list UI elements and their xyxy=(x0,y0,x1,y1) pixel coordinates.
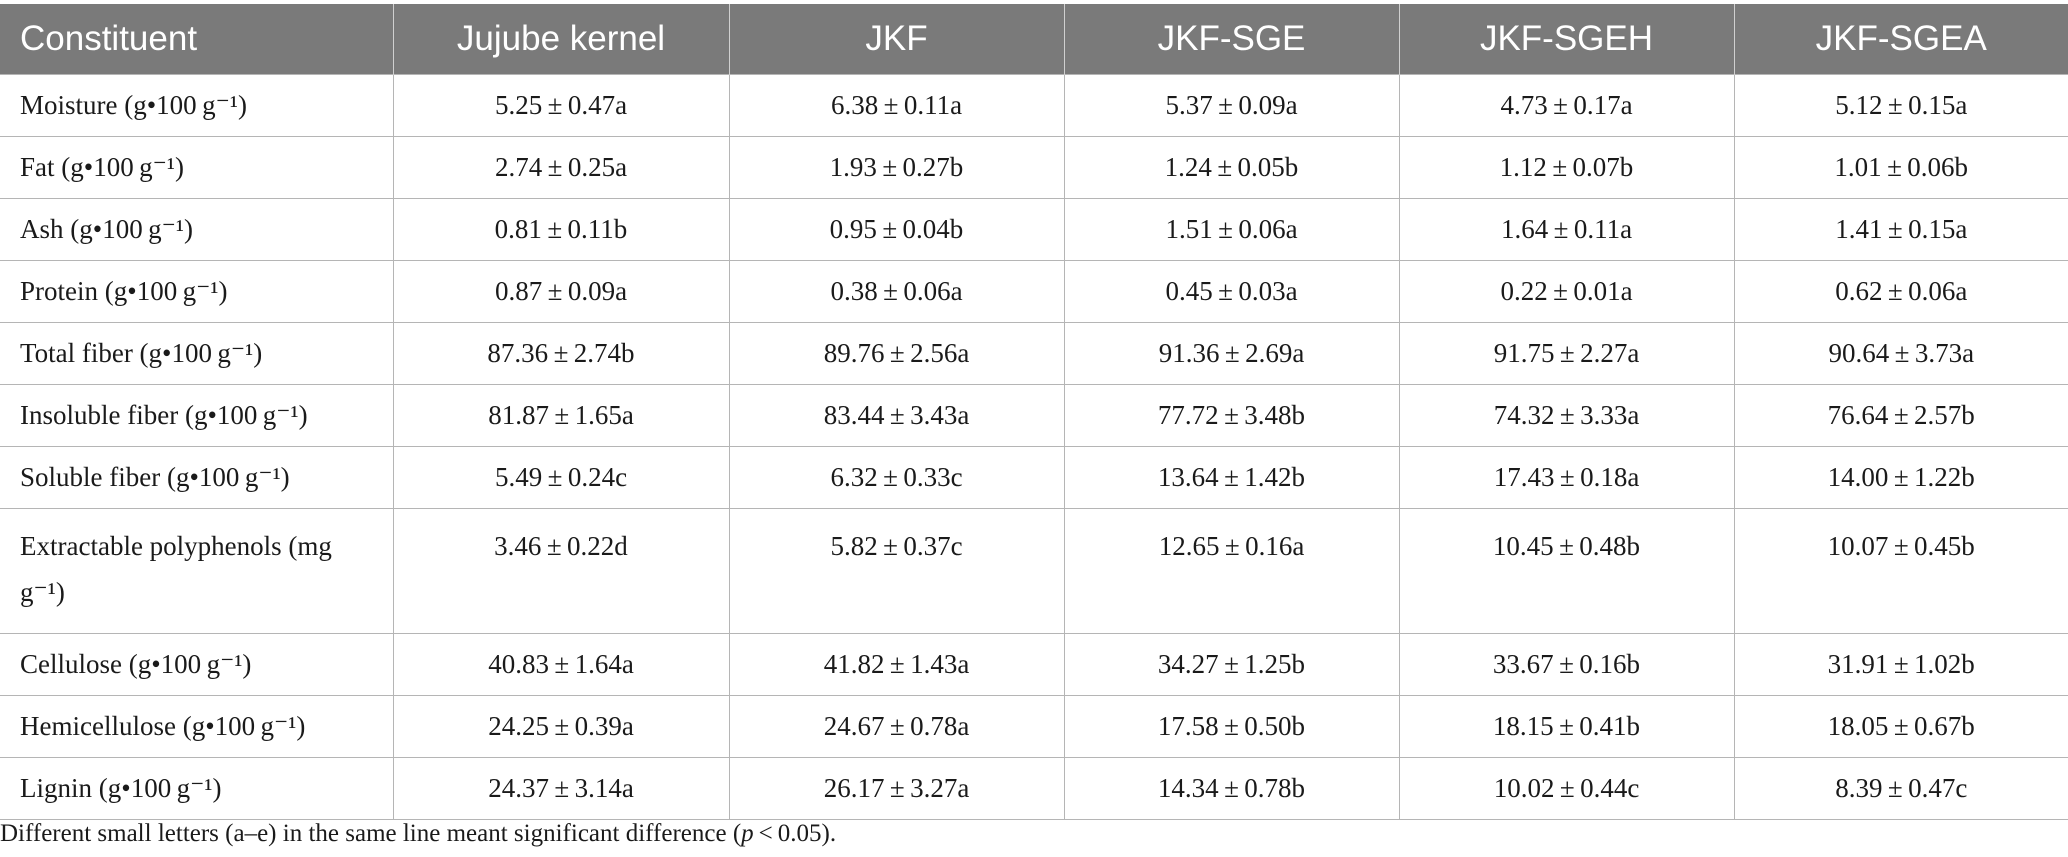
row-label: Extractable polyphenols (mg g⁻¹) xyxy=(0,508,394,634)
row-label: Fat (g•100 g⁻¹) xyxy=(0,136,394,199)
row-label: Insoluble fiber (g•100 g⁻¹) xyxy=(0,384,394,447)
table-cell: 91.36 ± 2.69a xyxy=(1063,322,1400,385)
table-cell: 6.32 ± 0.33c xyxy=(728,446,1065,509)
table-cell: 5.82 ± 0.37c xyxy=(728,508,1065,634)
row-label: Ash (g•100 g⁻¹) xyxy=(0,198,394,261)
table-body: Moisture (g•100 g⁻¹) 5.25 ± 0.47a 6.38 ±… xyxy=(0,74,2068,820)
table-footnote: Different small letters (a–e) in the sam… xyxy=(0,820,836,848)
table-cell: 0.95 ± 0.04b xyxy=(728,198,1065,261)
table-row: Protein (g•100 g⁻¹) 0.87 ± 0.09a 0.38 ± … xyxy=(0,260,2068,323)
table-cell: 76.64 ± 2.57b xyxy=(1733,384,2068,447)
table-row: Lignin (g•100 g⁻¹) 24.37 ± 3.14a 26.17 ±… xyxy=(0,757,2068,820)
table-cell: 17.58 ± 0.50b xyxy=(1063,695,1400,758)
table-cell: 31.91 ± 1.02b xyxy=(1733,633,2068,696)
row-label: Moisture (g•100 g⁻¹) xyxy=(0,74,394,137)
table-cell: 34.27 ± 1.25b xyxy=(1063,633,1400,696)
table-row: Soluble fiber (g•100 g⁻¹) 5.49 ± 0.24c 6… xyxy=(0,446,2068,509)
row-label: Lignin (g•100 g⁻¹) xyxy=(0,757,394,820)
table-cell: 1.51 ± 0.06a xyxy=(1063,198,1400,261)
header-cell: Jujube kernel xyxy=(393,2,730,75)
table-row: Hemicellulose (g•100 g⁻¹) 24.25 ± 0.39a … xyxy=(0,695,2068,758)
table-row: Extractable polyphenols (mg g⁻¹) 3.46 ± … xyxy=(0,508,2068,634)
table-cell: 26.17 ± 3.27a xyxy=(728,757,1065,820)
table-cell: 10.02 ± 0.44c xyxy=(1398,757,1735,820)
table-row: Fat (g•100 g⁻¹) 2.74 ± 0.25a 1.93 ± 0.27… xyxy=(0,136,2068,199)
table-cell: 5.37 ± 0.09a xyxy=(1063,74,1400,137)
table-cell: 8.39 ± 0.47c xyxy=(1733,757,2068,820)
header-cell: JKF xyxy=(729,2,1065,75)
table-cell: 10.07 ± 0.45b xyxy=(1733,508,2068,634)
table-cell: 12.65 ± 0.16a xyxy=(1063,508,1400,634)
table-cell: 1.64 ± 0.11a xyxy=(1398,198,1735,261)
table-cell: 6.38 ± 0.11a xyxy=(728,74,1065,137)
table-cell: 0.45 ± 0.03a xyxy=(1063,260,1400,323)
table-cell: 24.25 ± 0.39a xyxy=(392,695,730,758)
row-label: Protein (g•100 g⁻¹) xyxy=(0,260,394,323)
table-cell: 77.72 ± 3.48b xyxy=(1063,384,1400,447)
table-cell: 5.12 ± 0.15a xyxy=(1733,74,2068,137)
table-cell: 2.74 ± 0.25a xyxy=(392,136,730,199)
table-cell: 17.43 ± 0.18a xyxy=(1398,446,1735,509)
table-cell: 10.45 ± 0.48b xyxy=(1398,508,1735,634)
table-cell: 1.41 ± 0.15a xyxy=(1733,198,2068,261)
table-cell: 41.82 ± 1.43a xyxy=(728,633,1065,696)
table-row: Total fiber (g•100 g⁻¹) 87.36 ± 2.74b 89… xyxy=(0,322,2068,385)
table-cell: 0.62 ± 0.06a xyxy=(1733,260,2068,323)
table-cell: 91.75 ± 2.27a xyxy=(1398,322,1735,385)
footnote-text: Different small letters (a–e) in the sam… xyxy=(0,820,742,847)
table-cell: 83.44 ± 3.43a xyxy=(728,384,1065,447)
row-label: Cellulose (g•100 g⁻¹) xyxy=(0,633,394,696)
table-row: Insoluble fiber (g•100 g⁻¹) 81.87 ± 1.65… xyxy=(0,384,2068,447)
header-cell: JKF-SGEH xyxy=(1399,2,1735,75)
table-cell: 89.76 ± 2.56a xyxy=(728,322,1065,385)
table-cell: 81.87 ± 1.65a xyxy=(392,384,730,447)
header-row: Constituent Jujube kernel JKF JKF-SGE JK… xyxy=(0,2,2068,75)
table-cell: 3.46 ± 0.22d xyxy=(392,508,730,634)
footnote-p-symbol: p xyxy=(741,820,754,847)
footnote-threshold: < 0.05). xyxy=(753,820,837,847)
table-cell: 18.15 ± 0.41b xyxy=(1398,695,1735,758)
constituent-table: Constituent Jujube kernel JKF JKF-SGE JK… xyxy=(0,2,2068,820)
row-label: Hemicellulose (g•100 g⁻¹) xyxy=(0,695,394,758)
table-cell: 5.49 ± 0.24c xyxy=(392,446,730,509)
table-header: Constituent Jujube kernel JKF JKF-SGE JK… xyxy=(0,2,2068,75)
table-cell: 18.05 ± 0.67b xyxy=(1733,695,2068,758)
table-cell: 0.22 ± 0.01a xyxy=(1398,260,1735,323)
table-cell: 1.24 ± 0.05b xyxy=(1063,136,1400,199)
table-cell: 14.00 ± 1.22b xyxy=(1733,446,2068,509)
table-cell: 24.67 ± 0.78a xyxy=(728,695,1065,758)
table-row: Ash (g•100 g⁻¹) 0.81 ± 0.11b 0.95 ± 0.04… xyxy=(0,198,2068,261)
table-cell: 5.25 ± 0.47a xyxy=(392,74,730,137)
header-cell: Constituent xyxy=(0,2,394,75)
constituent-table-container: Constituent Jujube kernel JKF JKF-SGE JK… xyxy=(0,2,2068,820)
table-cell: 0.87 ± 0.09a xyxy=(392,260,730,323)
table-cell: 1.93 ± 0.27b xyxy=(728,136,1065,199)
table-row: Moisture (g•100 g⁻¹) 5.25 ± 0.47a 6.38 ±… xyxy=(0,74,2068,137)
table-cell: 87.36 ± 2.74b xyxy=(392,322,730,385)
table-cell: 1.12 ± 0.07b xyxy=(1398,136,1735,199)
table-cell: 13.64 ± 1.42b xyxy=(1063,446,1400,509)
table-cell: 33.67 ± 0.16b xyxy=(1398,633,1735,696)
header-cell: JKF-SGE xyxy=(1064,2,1400,75)
table-row: Cellulose (g•100 g⁻¹) 40.83 ± 1.64a 41.8… xyxy=(0,633,2068,696)
table-cell: 1.01 ± 0.06b xyxy=(1733,136,2068,199)
header-cell: JKF-SGEA xyxy=(1734,2,2068,75)
table-cell: 90.64 ± 3.73a xyxy=(1733,322,2068,385)
table-cell: 4.73 ± 0.17a xyxy=(1398,74,1735,137)
table-cell: 0.38 ± 0.06a xyxy=(728,260,1065,323)
table-cell: 74.32 ± 3.33a xyxy=(1398,384,1735,447)
table-cell: 40.83 ± 1.64a xyxy=(392,633,730,696)
table-cell: 24.37 ± 3.14a xyxy=(392,757,730,820)
table-cell: 14.34 ± 0.78b xyxy=(1063,757,1400,820)
row-label: Soluble fiber (g•100 g⁻¹) xyxy=(0,446,394,509)
row-label: Total fiber (g•100 g⁻¹) xyxy=(0,322,394,385)
table-cell: 0.81 ± 0.11b xyxy=(392,198,730,261)
